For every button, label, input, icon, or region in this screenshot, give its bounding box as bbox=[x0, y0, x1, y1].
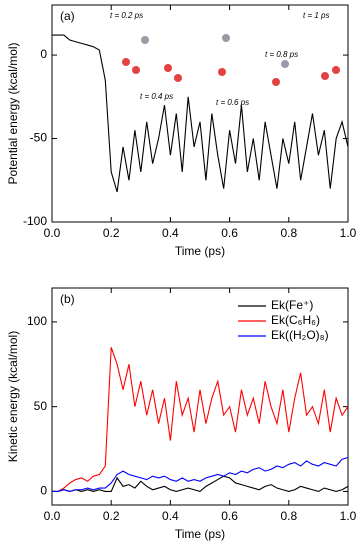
y-tick-label: 0 bbox=[40, 47, 47, 61]
molecule-atom bbox=[132, 66, 140, 74]
annotation: t = 0.8 ps bbox=[265, 50, 298, 59]
annotation: t = 1 ps bbox=[303, 11, 329, 20]
y-axis-label: Kinetic energy (kcal/mol) bbox=[6, 331, 20, 462]
x-tick-label: 1.0 bbox=[340, 509, 357, 523]
molecule-atom bbox=[164, 64, 172, 72]
molecule-atom bbox=[222, 34, 230, 42]
molecules bbox=[122, 34, 340, 86]
molecule-atom bbox=[281, 60, 289, 68]
x-tick-label: 0.4 bbox=[162, 226, 179, 240]
molecule-atom bbox=[122, 58, 130, 66]
x-tick-label: 0.8 bbox=[280, 226, 297, 240]
molecule-atom bbox=[332, 66, 340, 74]
x-axis-label: Time (ps) bbox=[175, 527, 225, 541]
x-tick-label: 0.8 bbox=[280, 509, 297, 523]
plot-frame bbox=[51, 287, 349, 506]
x-tick-label: 0.6 bbox=[221, 226, 238, 240]
molecule-atom bbox=[218, 68, 226, 76]
molecule-atom bbox=[272, 78, 280, 86]
x-tick-label: 0.0 bbox=[44, 509, 61, 523]
annotation: t = 0.2 ps bbox=[110, 11, 143, 20]
x-tick-label: 0.2 bbox=[103, 226, 120, 240]
molecule-atom bbox=[321, 72, 329, 80]
plot-frame bbox=[51, 4, 349, 223]
y-tick-label: 100 bbox=[27, 314, 47, 328]
x-tick-label: 0.0 bbox=[44, 226, 61, 240]
y-tick-label: -100 bbox=[23, 214, 47, 228]
legend-label: Ek(C₆H₆) bbox=[271, 313, 320, 327]
data-line bbox=[52, 457, 349, 493]
molecule-atom bbox=[174, 74, 182, 82]
panel-label: (a) bbox=[60, 9, 75, 23]
data-line bbox=[52, 475, 349, 493]
data-line bbox=[52, 347, 349, 492]
y-tick-label: 50 bbox=[34, 399, 48, 413]
y-tick-label: -50 bbox=[30, 131, 48, 145]
x-axis-label: Time (ps) bbox=[175, 244, 225, 258]
y-axis-label: Potential energy (kcal/mol) bbox=[6, 42, 20, 184]
data-line bbox=[52, 34, 349, 193]
legend-label: Ek((H₂O)₈) bbox=[271, 328, 329, 342]
x-tick-label: 1.0 bbox=[340, 226, 357, 240]
y-tick-label: 0 bbox=[40, 484, 47, 498]
x-tick-label: 0.6 bbox=[221, 509, 238, 523]
legend-label: Ek(Fe⁺) bbox=[271, 298, 313, 312]
annotation: t = 0.6 ps bbox=[216, 98, 249, 107]
molecule-atom bbox=[141, 36, 149, 44]
annotation: t = 0.4 ps bbox=[140, 92, 173, 101]
x-tick-label: 0.2 bbox=[103, 509, 120, 523]
panel-label: (b) bbox=[60, 292, 75, 306]
x-tick-label: 0.4 bbox=[162, 509, 179, 523]
